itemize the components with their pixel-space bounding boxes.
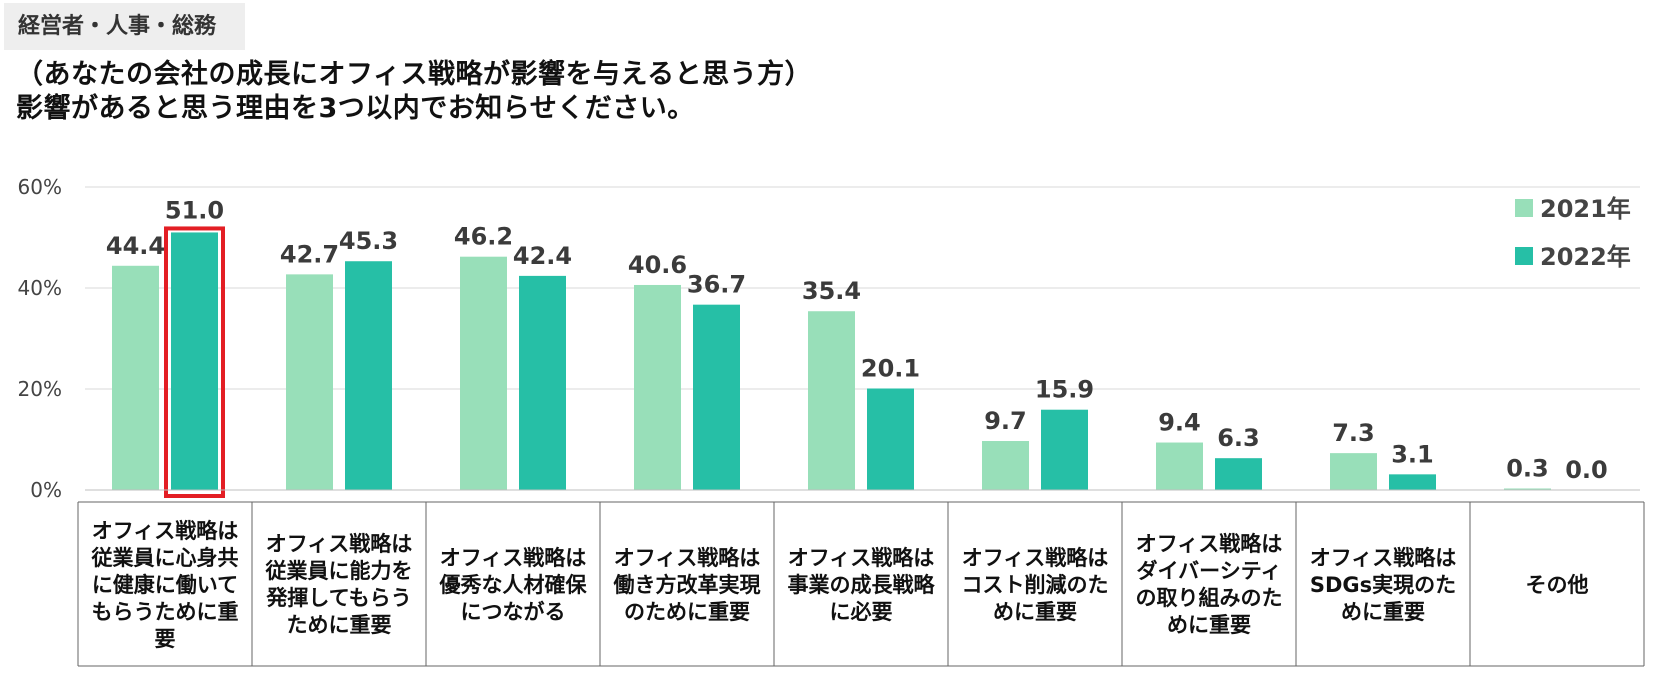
bar-2022 [867,388,914,490]
bar-2021 [1330,453,1377,490]
data-label: 9.4 [1158,409,1201,437]
category-label: オフィス戦略はダイバーシティの取り組みのために重要 [1135,532,1283,637]
legend-label: 2021年 [1540,195,1631,223]
category-label: その他 [1525,572,1589,597]
legend-swatch [1515,199,1533,217]
bar-2021 [808,311,855,490]
bar-2022 [1215,458,1262,490]
data-label: 7.3 [1332,419,1375,447]
bar-2022 [345,261,392,490]
legend-label: 2022年 [1540,243,1631,271]
data-label: 15.9 [1035,376,1094,404]
data-label: 36.7 [687,271,746,299]
bar-2022 [1389,474,1436,490]
bar-2021 [982,441,1029,490]
data-label: 9.7 [984,407,1027,435]
question-title: （あなたの会社の成長にオフィス戦略が影響を与えると思う方） 影響があると思う理由… [16,58,812,126]
category-label: オフィス戦略はコスト削減のために重要 [961,545,1109,624]
data-label: 46.2 [454,223,513,251]
y-tick-label: 60% [18,175,62,199]
legend-swatch [1515,247,1533,265]
data-label: 3.1 [1391,440,1434,468]
data-label: 6.3 [1217,424,1260,452]
bar-2022 [1041,409,1088,490]
category-label: オフィス戦略は従業員に心身共に健康に働いてもらうために重要 [91,518,239,651]
bar-2021 [112,265,159,490]
data-label: 0.3 [1506,454,1549,482]
category-label: オフィス戦略は働き方改革実現のために重要 [613,545,761,624]
bar-2021 [1504,488,1551,490]
bar-2022 [519,275,566,490]
bar-2021 [1156,442,1203,490]
question-title-line2: 影響があると思う理由を3つ以内でお知らせください。 [16,93,695,124]
bar-2021 [286,274,333,490]
data-label: 51.0 [165,196,224,224]
question-title-line1: （あなたの会社の成長にオフィス戦略が影響を与えると思う方） [16,59,813,90]
data-label: 40.6 [628,251,687,279]
data-label: 45.3 [339,227,398,255]
bar-2022 [693,304,740,490]
y-tick-label: 40% [18,276,62,300]
category-label: オフィス戦略は従業員に能力を発揮してもらうために重要 [265,532,413,637]
y-tick-label: 20% [18,377,62,401]
category-label: オフィス戦略は事業の成長戦略に必要 [787,545,935,624]
data-label: 20.1 [861,354,920,382]
data-label: 44.4 [106,232,165,260]
data-label: 35.4 [802,277,861,305]
bar-2021 [460,256,507,490]
bar-2022 [171,232,218,490]
y-tick-label: 0% [30,478,62,502]
segment-tag: 経営者・人事・総務 [4,3,245,50]
category-label: オフィス戦略は優秀な人材確保につながる [439,545,587,624]
data-label: 42.4 [513,242,572,270]
bar-2021 [634,284,681,490]
data-label: 0.0 [1565,456,1608,484]
highlight-box [164,226,225,498]
category-label: オフィス戦略はSDGs実現のために重要 [1309,545,1457,624]
data-label: 42.7 [280,240,339,268]
